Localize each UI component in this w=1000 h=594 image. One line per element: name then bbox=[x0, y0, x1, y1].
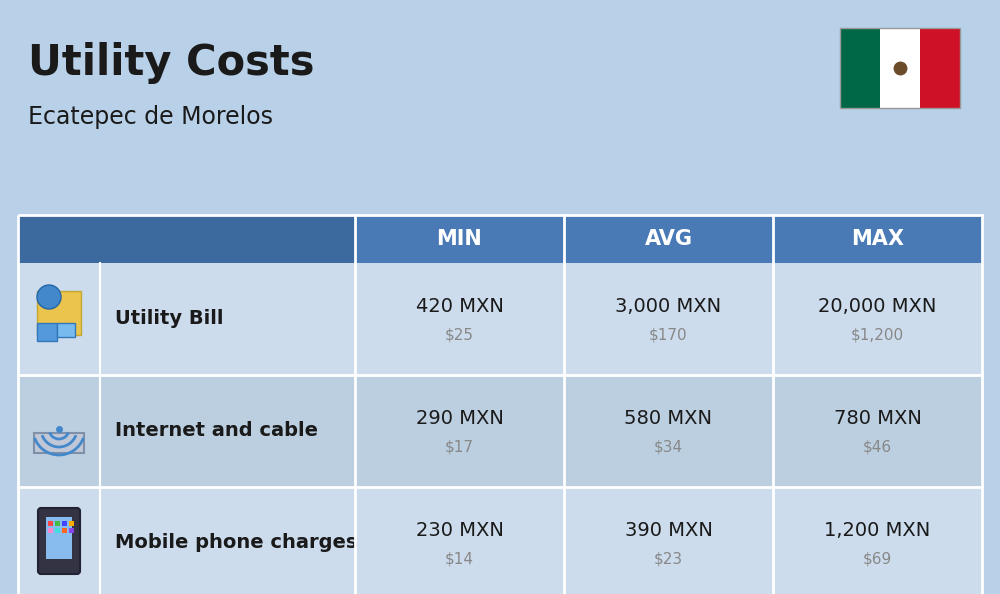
Bar bbox=[46, 517, 72, 559]
Text: Utility Bill: Utility Bill bbox=[115, 309, 224, 328]
Text: MAX: MAX bbox=[851, 229, 904, 249]
Text: $46: $46 bbox=[863, 440, 892, 454]
Bar bbox=[840, 28, 960, 108]
Bar bbox=[18, 215, 355, 263]
Text: 580 MXN: 580 MXN bbox=[624, 409, 712, 428]
Text: $69: $69 bbox=[863, 551, 892, 567]
Bar bbox=[920, 28, 960, 108]
Text: Utility Costs: Utility Costs bbox=[28, 42, 314, 84]
Bar bbox=[880, 28, 920, 108]
Bar bbox=[62, 521, 67, 526]
Bar bbox=[564, 215, 773, 263]
Circle shape bbox=[37, 285, 61, 309]
Text: 780 MXN: 780 MXN bbox=[834, 409, 921, 428]
Text: $17: $17 bbox=[445, 440, 474, 454]
Text: Internet and cable: Internet and cable bbox=[115, 422, 318, 441]
Text: $23: $23 bbox=[654, 551, 683, 567]
Text: 390 MXN: 390 MXN bbox=[625, 522, 712, 541]
Bar bbox=[48, 528, 53, 533]
Bar bbox=[55, 528, 60, 533]
Bar bbox=[18, 487, 982, 594]
Text: Ecatepec de Morelos: Ecatepec de Morelos bbox=[28, 105, 273, 129]
Bar bbox=[18, 375, 982, 487]
Bar bbox=[355, 215, 564, 263]
Bar bbox=[62, 528, 67, 533]
Bar bbox=[69, 521, 74, 526]
Text: Mobile phone charges: Mobile phone charges bbox=[115, 533, 357, 552]
Bar bbox=[37, 323, 57, 341]
Text: $170: $170 bbox=[649, 327, 688, 343]
Text: $1,200: $1,200 bbox=[851, 327, 904, 343]
Bar bbox=[57, 323, 75, 337]
Text: 3,000 MXN: 3,000 MXN bbox=[615, 298, 722, 317]
Bar bbox=[773, 215, 982, 263]
Text: $25: $25 bbox=[445, 327, 474, 343]
Text: 420 MXN: 420 MXN bbox=[416, 298, 503, 317]
Bar bbox=[48, 521, 53, 526]
Bar bbox=[69, 528, 74, 533]
Bar bbox=[18, 215, 982, 594]
FancyBboxPatch shape bbox=[38, 508, 80, 574]
Text: 290 MXN: 290 MXN bbox=[416, 409, 503, 428]
Text: $34: $34 bbox=[654, 440, 683, 454]
Text: 20,000 MXN: 20,000 MXN bbox=[818, 298, 937, 317]
Bar bbox=[55, 521, 60, 526]
Text: $14: $14 bbox=[445, 551, 474, 567]
Text: 1,200 MXN: 1,200 MXN bbox=[824, 522, 931, 541]
Text: AVG: AVG bbox=[644, 229, 692, 249]
Bar bbox=[37, 291, 81, 335]
Text: 230 MXN: 230 MXN bbox=[416, 522, 503, 541]
Text: MIN: MIN bbox=[437, 229, 482, 249]
Bar bbox=[840, 28, 880, 108]
Bar bbox=[18, 263, 982, 375]
Bar bbox=[34, 433, 84, 453]
